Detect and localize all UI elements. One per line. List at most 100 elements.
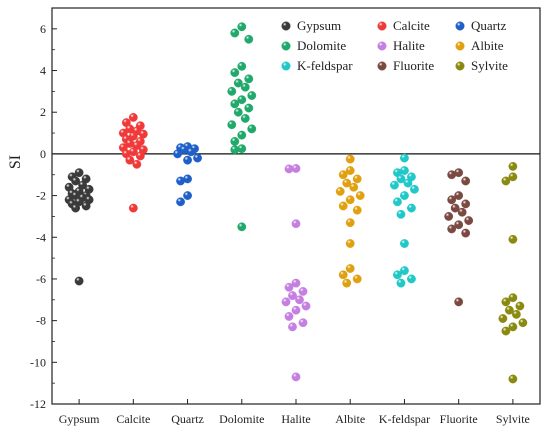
data-point-k-feldspar (393, 197, 402, 207)
legend-marker (281, 61, 291, 71)
data-point-calcite (132, 159, 142, 169)
data-point-dolomite (237, 95, 247, 105)
y-axis-label: SI (7, 155, 24, 169)
y-tick-label: -10 (30, 355, 46, 369)
legend-label: Dolomite (297, 38, 346, 53)
data-point-k-feldspar (407, 274, 416, 284)
x-axis: Gypsum Calcite Quartz Dolomite Halite Albite K… (59, 399, 530, 426)
data-point-halite (288, 291, 297, 301)
data-point-quartz (176, 197, 185, 207)
data-point-sylvite (515, 301, 525, 311)
data-point-calcite (135, 151, 145, 161)
legend: Gypsum Calcite Quartz Dolomite Halite Albite K… (281, 18, 508, 73)
data-points (64, 22, 528, 384)
data-point-fluorite (447, 195, 457, 205)
data-point-sylvite (508, 172, 518, 182)
data-point-dolomite (237, 130, 247, 140)
y-tick-label: -4 (36, 230, 46, 244)
data-point-dolomite (233, 107, 243, 117)
data-point-sylvite (501, 176, 511, 186)
data-point-albite (352, 205, 362, 215)
data-point-k-feldspar (407, 203, 416, 213)
data-point-quartz (193, 153, 202, 163)
data-point-sylvite (508, 161, 518, 171)
data-point-k-feldspar (396, 174, 406, 184)
y-tick-label: -2 (36, 189, 46, 203)
data-point-dolomite (237, 61, 247, 71)
data-point-dolomite (237, 22, 247, 32)
legend-label: Fluorite (393, 58, 434, 73)
data-point-k-feldspar (400, 239, 409, 248)
data-point-sylvite (518, 318, 528, 328)
data-point-calcite (128, 203, 138, 213)
data-point-albite (345, 195, 355, 205)
data-point-dolomite (230, 99, 240, 109)
x-tick-label: Fluorite (440, 412, 478, 426)
data-point-albite (345, 154, 355, 164)
data-point-sylvite (508, 374, 518, 384)
data-point-calcite (128, 113, 138, 122)
data-point-fluorite (461, 199, 471, 209)
data-point-gypsum (74, 276, 84, 286)
legend-marker (281, 41, 291, 51)
y-axis: -12 -10 -8 -6 -4 -2 0 2 4 6 (30, 22, 57, 411)
data-point-albite (352, 174, 362, 184)
data-point-halite (291, 219, 301, 229)
x-tick-label: Albite (335, 412, 365, 426)
data-point-k-feldspar (393, 270, 402, 280)
data-point-halite (298, 318, 308, 328)
data-point-fluorite (461, 228, 471, 238)
data-point-sylvite (511, 309, 521, 319)
x-tick-label: Sylvite (496, 412, 530, 426)
data-point-dolomite (247, 124, 257, 134)
data-point-sylvite (508, 234, 518, 244)
data-point-dolomite (240, 82, 250, 92)
data-point-k-feldspar (400, 191, 409, 200)
data-point-k-feldspar (400, 266, 409, 276)
data-point-dolomite (244, 74, 254, 84)
y-tick-label: 0 (40, 147, 46, 161)
legend-marker (455, 41, 465, 51)
data-point-halite (284, 164, 294, 174)
data-point-k-feldspar (410, 184, 419, 194)
data-point-albite (338, 170, 348, 180)
y-tick-label: -6 (36, 272, 46, 286)
data-point-quartz (183, 191, 192, 200)
data-point-fluorite (454, 297, 464, 307)
data-point-sylvite (504, 305, 514, 315)
data-point-halite (291, 278, 301, 288)
data-point-fluorite (447, 224, 457, 234)
data-point-fluorite (454, 191, 464, 200)
x-tick-label: Halite (281, 412, 310, 426)
data-point-fluorite (464, 216, 474, 225)
data-point-dolomite (244, 103, 254, 113)
legend-marker (281, 21, 291, 31)
legend-label: Sylvite (471, 58, 508, 73)
data-point-albite (335, 187, 345, 196)
y-tick-label: 4 (40, 64, 46, 78)
y-tick-label: -8 (36, 314, 46, 328)
data-point-fluorite (461, 176, 471, 186)
legend-label: Calcite (393, 18, 430, 33)
x-tick-label: Calcite (116, 412, 150, 426)
data-point-dolomite (230, 68, 240, 78)
data-point-albite (342, 178, 352, 188)
data-point-albite (338, 201, 348, 211)
data-point-halite (284, 312, 294, 321)
legend-marker (377, 21, 387, 31)
data-point-k-feldspar (403, 178, 413, 188)
data-point-halite (301, 301, 311, 311)
data-point-halite (291, 305, 301, 315)
data-point-dolomite (230, 145, 240, 155)
data-point-fluorite (450, 203, 460, 213)
data-point-dolomite (240, 114, 250, 123)
data-point-gypsum (81, 201, 91, 211)
legend-marker (455, 21, 465, 31)
data-point-albite (342, 278, 352, 288)
data-point-fluorite (444, 212, 454, 221)
data-point-sylvite (508, 322, 518, 332)
y-tick-label: -12 (30, 397, 46, 411)
legend-marker (455, 61, 465, 71)
data-point-albite (349, 182, 359, 192)
